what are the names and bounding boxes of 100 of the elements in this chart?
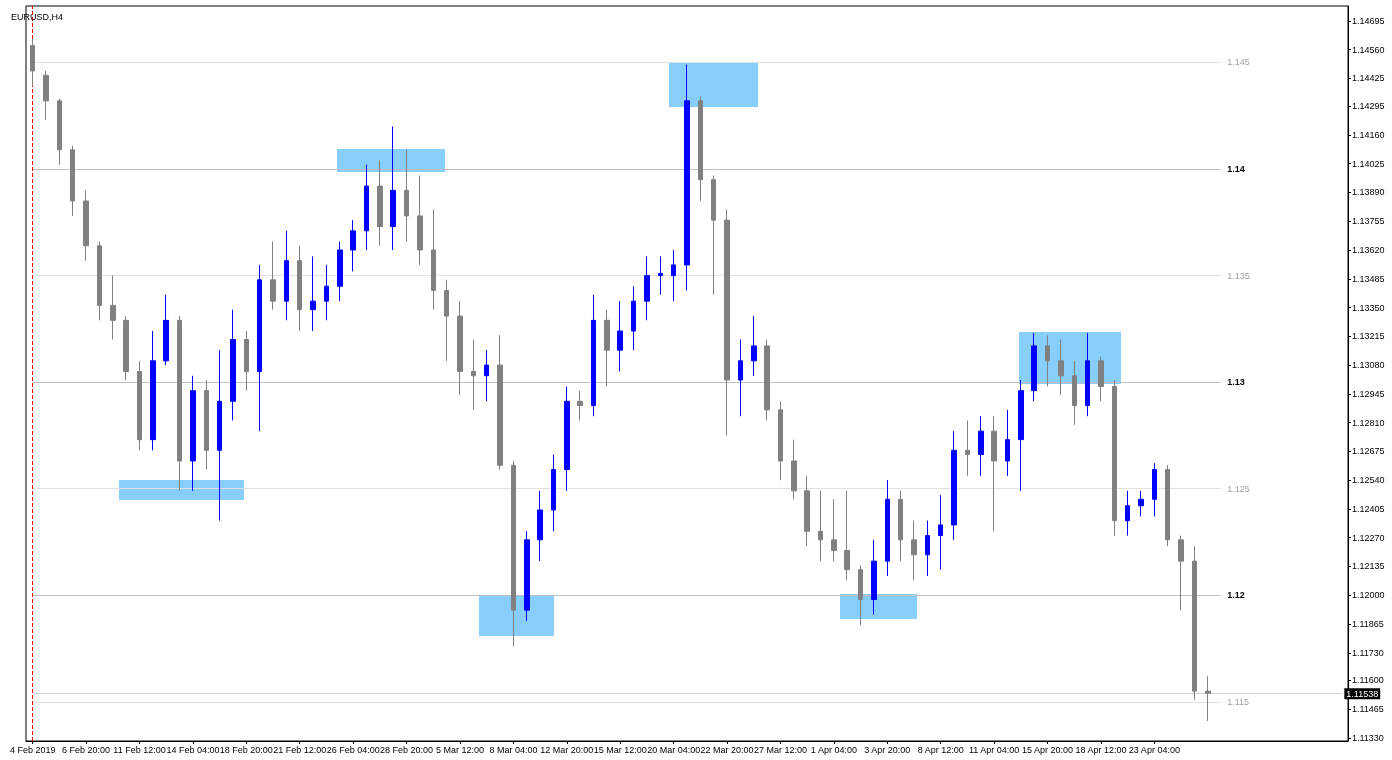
x-tick-label: 18 Apr 12:00 bbox=[1075, 744, 1127, 755]
candlestick bbox=[123, 315, 129, 381]
x-tick-label: 21 Feb 12:00 bbox=[273, 744, 327, 755]
candlestick bbox=[150, 330, 156, 451]
candlestick bbox=[444, 279, 449, 362]
x-tick-label: 6 Feb 20:00 bbox=[62, 744, 111, 755]
candlestick bbox=[1045, 334, 1050, 387]
candlestick bbox=[911, 520, 917, 581]
candlestick bbox=[257, 264, 262, 432]
y-tick-label: 1.12675 bbox=[1352, 446, 1385, 457]
x-tick-label: 1 Apr 04:00 bbox=[810, 744, 857, 755]
y-tick-label: 1.11600 bbox=[1352, 675, 1384, 686]
candlestick bbox=[297, 245, 302, 332]
y-tick-label: 1.14425 bbox=[1352, 73, 1385, 84]
candlestick bbox=[284, 230, 289, 321]
candlestick bbox=[831, 498, 837, 562]
candlestick bbox=[244, 330, 249, 392]
ref-line-label: 1.14 bbox=[1227, 164, 1245, 175]
candlestick bbox=[898, 490, 903, 562]
candlestick bbox=[871, 539, 877, 615]
candlestick bbox=[791, 439, 797, 500]
candlestick bbox=[524, 530, 530, 622]
candlestick bbox=[844, 490, 850, 581]
y-tick-label: 1.14295 bbox=[1352, 101, 1385, 112]
candlestick bbox=[1152, 462, 1157, 517]
candlestick bbox=[1072, 360, 1077, 426]
candlestick bbox=[804, 475, 810, 547]
candlestick bbox=[57, 98, 62, 166]
y-tick-label: 1.11330 bbox=[1352, 733, 1384, 744]
text: EURUSD,H4 bbox=[11, 11, 64, 22]
x-tick-label: 5 Mar 12:00 bbox=[435, 744, 485, 755]
ref-line-label: 1.13 bbox=[1227, 377, 1245, 388]
x-tick-label: 15 Apr 20:00 bbox=[1022, 744, 1074, 755]
candlestick bbox=[1085, 332, 1090, 417]
candlestick bbox=[577, 390, 583, 421]
candlestick bbox=[978, 415, 984, 477]
candlestick bbox=[1005, 409, 1010, 477]
candlestick bbox=[1018, 379, 1024, 492]
ref-line-label: 1.135 bbox=[1227, 270, 1250, 281]
candlestick bbox=[70, 145, 75, 217]
candlestick bbox=[511, 460, 516, 647]
candlestick bbox=[137, 360, 142, 451]
ref-line-label: 1.115 bbox=[1227, 696, 1249, 707]
candlestick bbox=[217, 349, 222, 522]
candlestick bbox=[951, 430, 957, 541]
x-tick-label: 27 Mar 12:00 bbox=[753, 744, 807, 755]
candlestick bbox=[1205, 675, 1211, 722]
y-tick-label: 1.11865 bbox=[1352, 619, 1384, 630]
candlestick bbox=[83, 189, 89, 262]
candlestick bbox=[1192, 545, 1197, 701]
candlestick bbox=[711, 174, 716, 296]
candlestick bbox=[163, 294, 169, 366]
candlestick bbox=[190, 375, 196, 492]
y-tick-label: 1.12810 bbox=[1352, 417, 1385, 428]
candlestick bbox=[724, 209, 730, 436]
candlestick bbox=[43, 70, 49, 121]
candlestick bbox=[764, 339, 770, 421]
candlestick bbox=[110, 275, 116, 341]
candlestick bbox=[1165, 464, 1170, 547]
y-tick-label: 1.11730 bbox=[1352, 647, 1384, 658]
y-tick-label: 1.12405 bbox=[1352, 503, 1385, 514]
candlestick bbox=[377, 160, 383, 247]
x-tick-label: 12 Mar 20:00 bbox=[540, 744, 594, 755]
y-tick-label: 1.13755 bbox=[1352, 216, 1385, 227]
candlestick bbox=[537, 490, 543, 562]
candlestick bbox=[631, 285, 636, 351]
candlestick bbox=[471, 339, 476, 411]
candlestick bbox=[738, 339, 743, 417]
y-tick-label: 1.13080 bbox=[1352, 360, 1385, 371]
candlestick bbox=[431, 209, 436, 311]
x-tick-label: 14 Feb 04:00 bbox=[166, 744, 220, 755]
candlestick bbox=[818, 490, 823, 562]
y-tick-label: 1.14560 bbox=[1352, 44, 1385, 55]
y-tick-label: 1.11465 bbox=[1352, 704, 1384, 715]
y-tick-label: 1.13350 bbox=[1352, 302, 1385, 313]
x-tick-label: 11 Apr 04:00 bbox=[968, 744, 1020, 755]
candlestick bbox=[591, 294, 596, 417]
ref-line-label: 1.125 bbox=[1227, 483, 1250, 494]
candlestick bbox=[684, 64, 690, 291]
candlestick bbox=[965, 419, 970, 477]
candlestick bbox=[778, 400, 783, 481]
candlestick bbox=[1125, 490, 1130, 537]
candlestick bbox=[230, 309, 236, 421]
candlestick bbox=[885, 479, 890, 577]
candlestick bbox=[404, 149, 409, 242]
x-tick-label: 23 Apr 04:00 bbox=[1128, 744, 1180, 755]
x-tick-label: 22 Mar 20:00 bbox=[700, 744, 754, 755]
ref-line-label: 1.12 bbox=[1227, 590, 1245, 601]
candlestick bbox=[457, 300, 463, 396]
candlestick bbox=[644, 255, 650, 321]
y-tick-label: 1.14160 bbox=[1352, 129, 1385, 140]
candlestick bbox=[551, 454, 556, 532]
x-tick-label: 26 Feb 04:00 bbox=[326, 744, 380, 755]
y-tick-label: 1.13215 bbox=[1352, 331, 1385, 342]
candlestick bbox=[1031, 332, 1037, 402]
candlestick bbox=[177, 315, 182, 492]
y-tick-label: 1.13620 bbox=[1352, 245, 1385, 256]
candlestick bbox=[270, 240, 276, 311]
ref-line-label: 1.145 bbox=[1227, 57, 1250, 68]
x-tick-label: 15 Mar 12:00 bbox=[593, 744, 647, 755]
